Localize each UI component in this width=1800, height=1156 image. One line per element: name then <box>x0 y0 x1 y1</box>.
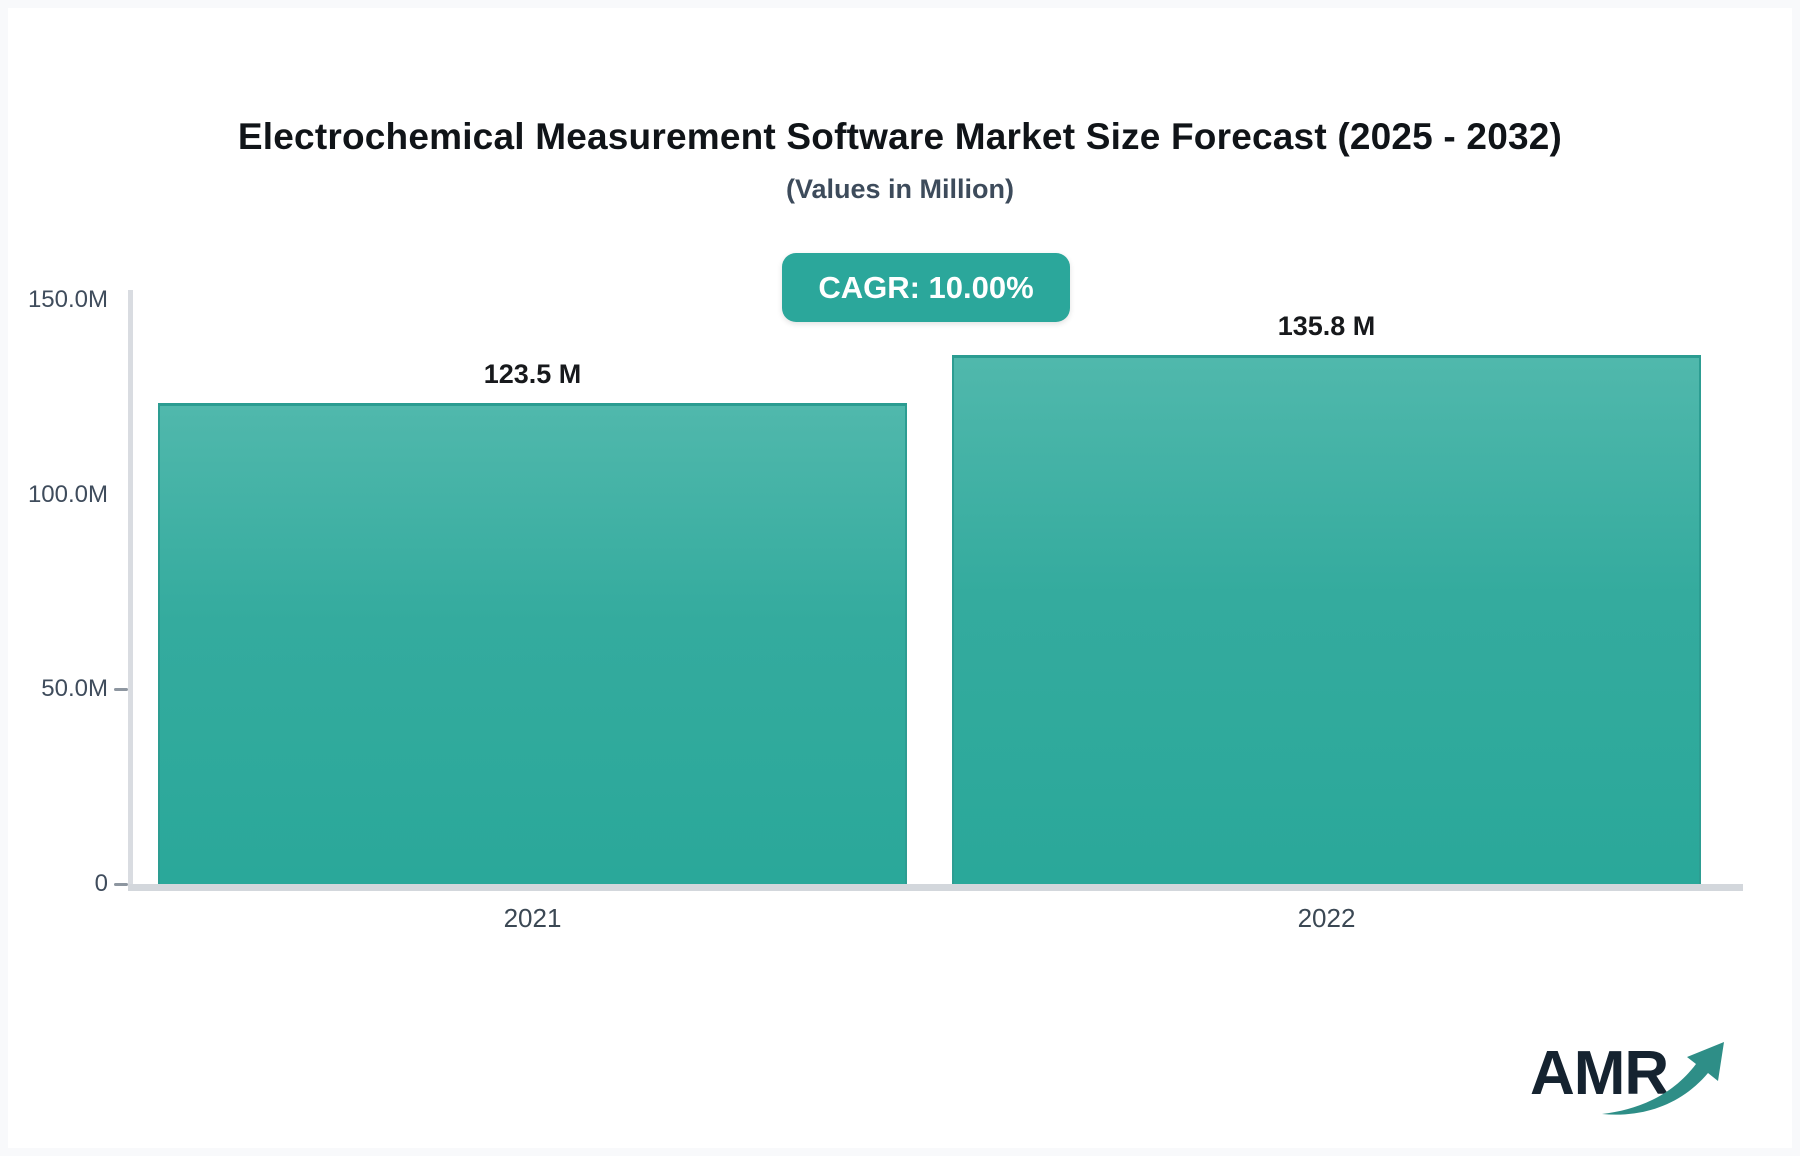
x-axis-label: 2021 <box>503 903 562 933</box>
cagr-badge: CAGR: 10.00% <box>782 253 1070 322</box>
x-axis-line <box>128 884 1743 891</box>
y-axis-line <box>128 290 133 885</box>
y-axis-tick-mark <box>114 688 128 692</box>
amr-logo: AMR <box>1530 1030 1740 1122</box>
chart-title: Electrochemical Measurement Software Mar… <box>237 116 1563 157</box>
y-axis-tick-label: 50.0M <box>41 675 108 703</box>
growth-arrow-icon <box>1602 1042 1724 1115</box>
x-axis-label: 2022 <box>1297 903 1356 933</box>
y-axis-tick-label: 150.0M <box>27 286 108 313</box>
amr-logo-text: AMR <box>1530 1039 1669 1108</box>
plot-area: 150.0M 100.0M 50.0M 0 123.5 M 2021 135.8 M 2022 <box>8 8 1800 1156</box>
chart-subtitle: (Values in Million) <box>785 174 1015 204</box>
y-axis-tick-mark <box>114 883 128 886</box>
growth-arrow-path <box>1602 1042 1724 1115</box>
y-axis-tick-label: 100.0M <box>27 480 108 508</box>
chart-card: Electrochemical Measurement Software Mar… <box>8 8 1792 1148</box>
bar-2021[interactable] <box>158 403 907 884</box>
y-axis-tick-label: 0 <box>94 870 108 897</box>
bar-2022[interactable] <box>952 355 1701 884</box>
bar-value-label: 123.5 M <box>483 359 582 389</box>
bar-value-label: 135.8 M <box>1277 311 1376 341</box>
cagr-badge-label: CAGR: 10.00% <box>818 269 1034 305</box>
